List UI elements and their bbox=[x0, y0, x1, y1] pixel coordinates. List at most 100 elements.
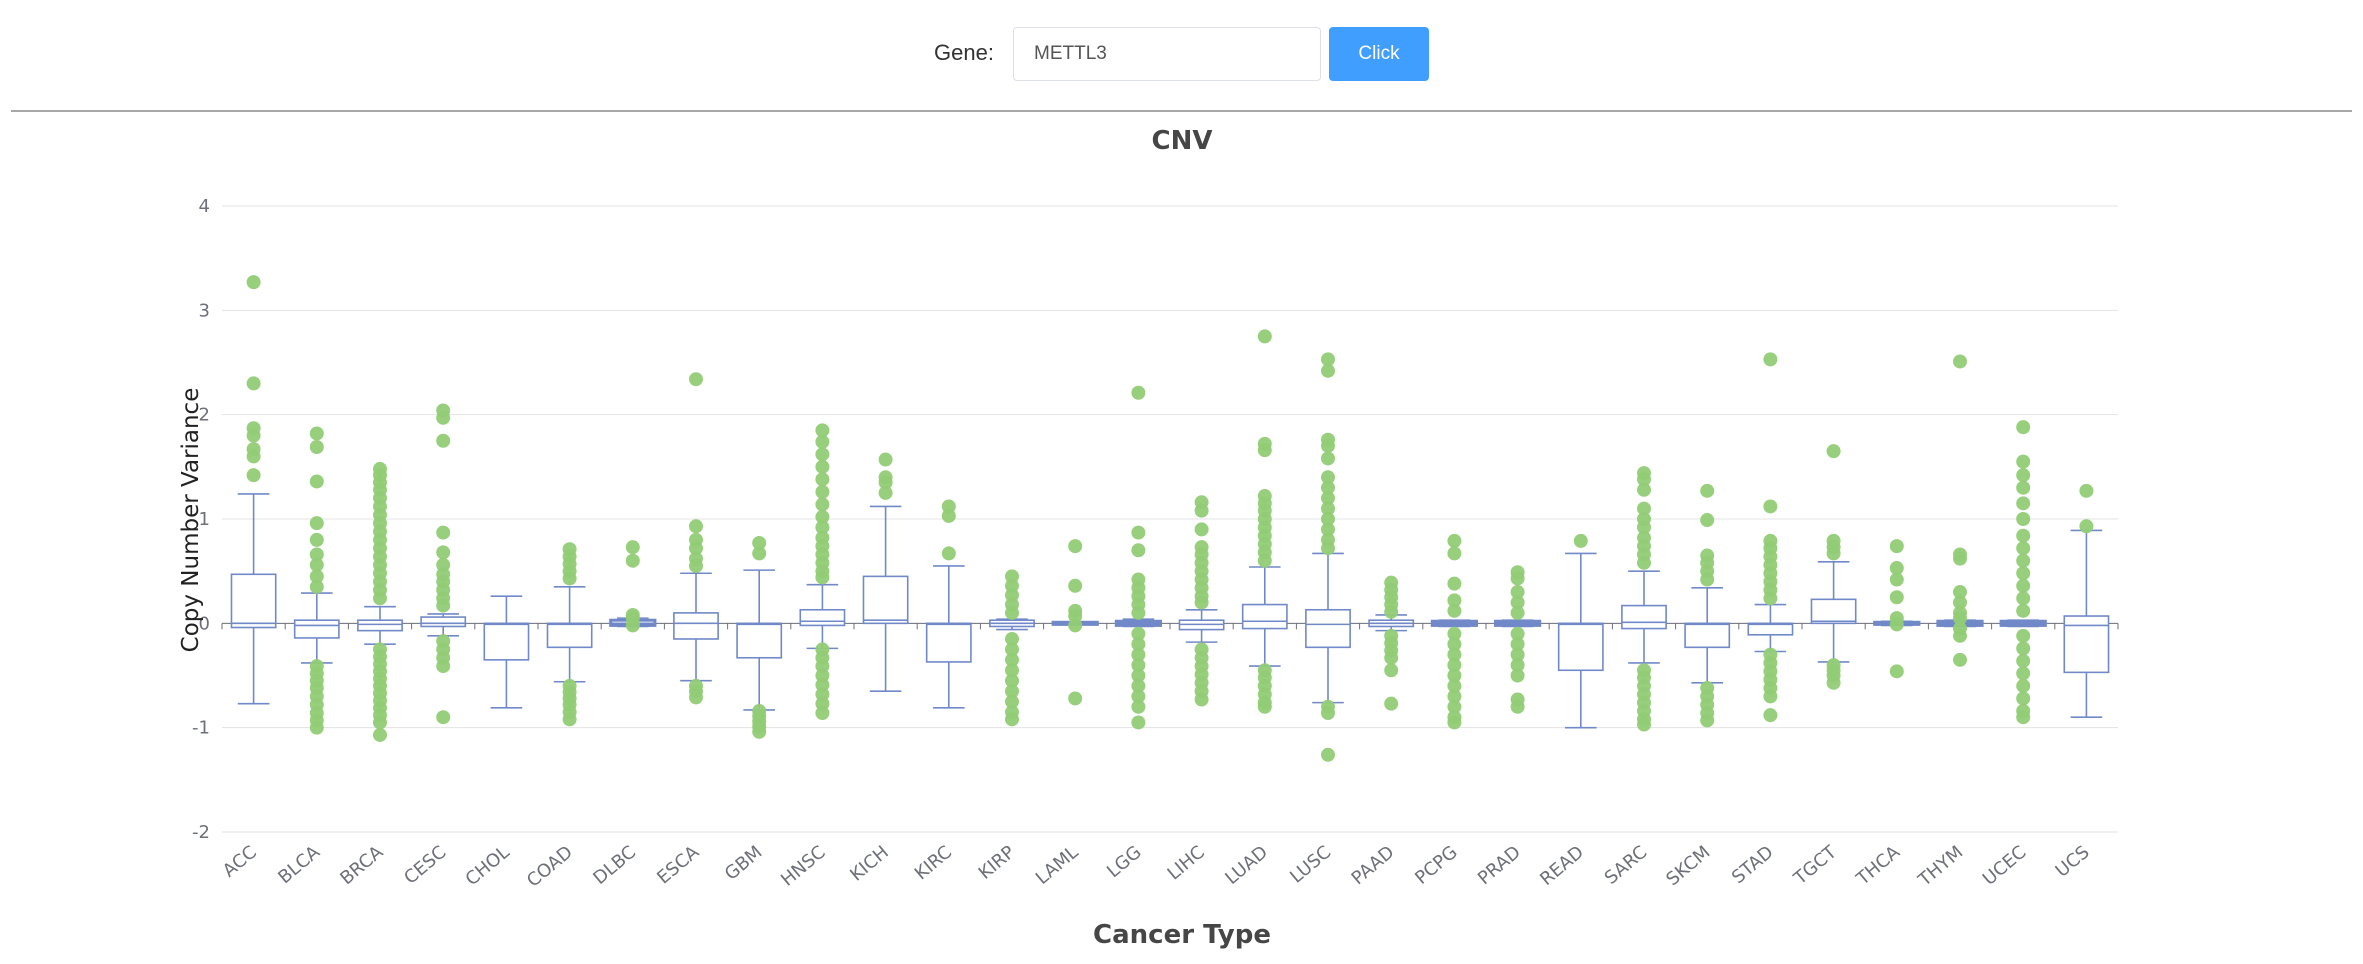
outlier-point bbox=[1510, 585, 1525, 600]
box-body bbox=[1557, 622, 1604, 672]
outlier-point bbox=[625, 618, 640, 633]
outlier-point bbox=[309, 557, 324, 572]
outlier-point bbox=[815, 472, 830, 487]
outlier-point bbox=[1257, 443, 1272, 458]
outlier-point bbox=[1447, 546, 1462, 561]
outlier-point bbox=[1005, 642, 1019, 657]
box-read bbox=[1557, 552, 1604, 729]
outlier-point bbox=[1447, 668, 1462, 683]
outlier-point bbox=[2016, 578, 2031, 593]
outlier-point bbox=[1447, 593, 1462, 608]
outlier-point bbox=[878, 452, 893, 467]
x-tick-label: BLCA bbox=[274, 841, 324, 888]
outlier-point bbox=[1257, 553, 1272, 568]
outlier-point bbox=[1131, 689, 1146, 704]
outlier-point bbox=[1447, 689, 1462, 704]
box-cesc bbox=[420, 613, 467, 637]
outlier-point bbox=[625, 540, 640, 555]
box-body bbox=[862, 575, 909, 625]
outlier-point bbox=[1889, 664, 1904, 679]
outlier-point bbox=[246, 449, 261, 464]
outlier-point bbox=[815, 447, 830, 462]
y-axis-label: Copy Number Variance bbox=[178, 388, 204, 653]
outlier-point bbox=[2016, 480, 2031, 495]
outlier-point bbox=[1637, 520, 1651, 535]
y-axis-ticks: -2 -1 0 1 2 3 4 bbox=[192, 196, 210, 843]
box-body bbox=[357, 619, 403, 632]
x-tick-label: CESC bbox=[400, 842, 450, 889]
outlier-point bbox=[2016, 591, 2031, 606]
outlier-point bbox=[1447, 576, 1462, 591]
outlier-point bbox=[1068, 618, 1083, 633]
box-lusc bbox=[1305, 552, 1351, 704]
box-hnsc bbox=[799, 583, 846, 650]
x-tick-label: DLBC bbox=[589, 842, 640, 889]
outlier-point bbox=[1131, 715, 1146, 730]
outlier-point bbox=[2016, 603, 2031, 618]
outlier-point bbox=[752, 546, 767, 561]
box-kirc bbox=[925, 565, 972, 709]
outlier-point bbox=[1826, 675, 1841, 690]
outlier-point bbox=[1447, 658, 1462, 673]
outlier-point bbox=[1384, 650, 1399, 665]
outlier-point bbox=[752, 535, 767, 550]
outlier-point bbox=[815, 509, 830, 524]
outlier-point bbox=[1510, 571, 1525, 586]
outlier-point bbox=[1889, 539, 1904, 554]
x-tick-label: KICH bbox=[846, 842, 893, 886]
outlier-point bbox=[309, 440, 324, 455]
divider bbox=[11, 110, 2352, 112]
outlier-point bbox=[2016, 553, 2031, 568]
outlier-point bbox=[309, 720, 324, 735]
outlier-point bbox=[1763, 708, 1778, 723]
outlier-point bbox=[2016, 678, 2031, 693]
y-tick-label: -1 bbox=[192, 718, 210, 739]
outlier-point bbox=[246, 468, 261, 483]
gene-input[interactable] bbox=[1013, 27, 1321, 81]
outlier-point bbox=[1953, 354, 1967, 369]
x-tick-label: UCS bbox=[2052, 842, 2094, 882]
outlier-point bbox=[562, 712, 577, 727]
y-tick-label: -2 bbox=[192, 822, 210, 843]
outlier-point bbox=[2016, 512, 2031, 526]
box-body bbox=[736, 622, 783, 659]
outlier-point bbox=[1131, 525, 1146, 540]
x-tick-label: LUSC bbox=[1286, 842, 1335, 888]
outlier-point bbox=[1447, 647, 1462, 662]
y-tick-label: 4 bbox=[199, 196, 210, 217]
box-luad bbox=[1241, 566, 1288, 667]
outlier-point bbox=[689, 519, 703, 534]
outlier-point bbox=[1321, 352, 1335, 367]
outlier-point bbox=[1510, 626, 1525, 641]
box-pcpg bbox=[1430, 619, 1479, 628]
outlier-point bbox=[815, 497, 830, 512]
click-button[interactable]: Click bbox=[1329, 27, 1429, 81]
outlier-point bbox=[1637, 482, 1651, 497]
outlier-point bbox=[1384, 604, 1399, 619]
x-tick-label: SKCM bbox=[1662, 842, 1714, 890]
chart-title: CNV bbox=[1152, 126, 1213, 156]
box-tgct bbox=[1810, 560, 1857, 663]
x-tick-label: TGCT bbox=[1789, 841, 1841, 890]
outlier-point bbox=[1510, 637, 1525, 652]
box-body bbox=[1684, 622, 1731, 649]
outlier-point bbox=[1005, 684, 1019, 699]
outlier-point bbox=[1510, 668, 1525, 683]
outlier-point bbox=[1194, 595, 1209, 610]
x-tick-label: LAML bbox=[1032, 842, 1083, 889]
box-gbm bbox=[736, 569, 783, 711]
outlier-point bbox=[689, 372, 703, 387]
outlier-point bbox=[1321, 522, 1335, 537]
box-prad bbox=[1493, 619, 1542, 628]
outlier-point bbox=[1637, 555, 1651, 570]
outlier-point bbox=[2016, 468, 2031, 483]
outlier-point bbox=[1131, 699, 1146, 714]
outlier-point bbox=[1447, 626, 1462, 641]
outlier-point bbox=[1573, 533, 1588, 548]
outlier-point bbox=[1131, 647, 1146, 662]
outlier-point bbox=[1447, 678, 1462, 693]
outlier-point bbox=[1257, 329, 1272, 344]
outlier-point bbox=[1005, 694, 1019, 709]
outlier-point bbox=[1068, 539, 1083, 554]
box-body bbox=[1305, 608, 1351, 649]
